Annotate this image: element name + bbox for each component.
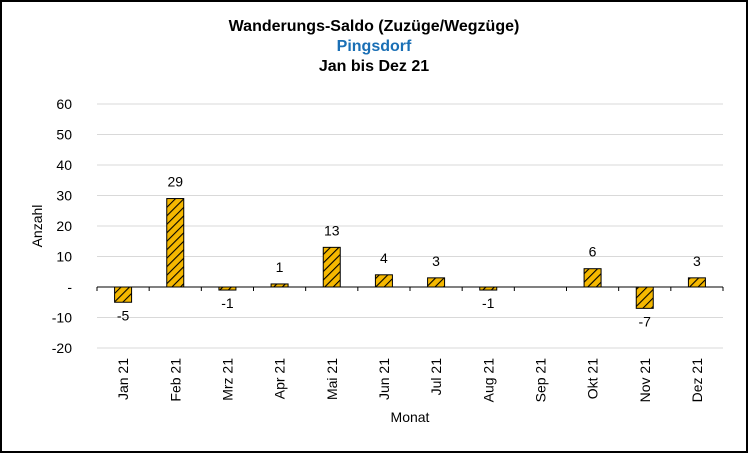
x-tick-label: Sep 21 bbox=[532, 358, 548, 403]
bar bbox=[687, 277, 706, 288]
y-tick-label: -20 bbox=[52, 340, 72, 356]
bar bbox=[322, 246, 341, 288]
bar bbox=[114, 286, 133, 303]
y-tick-label: 60 bbox=[56, 96, 72, 112]
bars bbox=[114, 198, 706, 309]
data-label: -1 bbox=[482, 295, 495, 311]
data-label: 3 bbox=[693, 253, 701, 269]
x-tick-label: Feb 21 bbox=[167, 358, 183, 402]
data-label: 13 bbox=[324, 222, 340, 238]
x-tick-label: Jul 21 bbox=[428, 358, 444, 396]
x-tick-label: Jan 21 bbox=[115, 358, 131, 400]
bar bbox=[427, 277, 446, 288]
x-tick-label: Aug 21 bbox=[480, 358, 496, 403]
bar bbox=[583, 268, 602, 288]
x-tick-label: Apr 21 bbox=[272, 358, 288, 399]
x-tick-label: Okt 21 bbox=[585, 358, 601, 399]
x-tick-label: Dez 21 bbox=[689, 358, 705, 403]
bar bbox=[218, 286, 237, 291]
y-tick-label: 30 bbox=[56, 188, 72, 204]
data-label: -7 bbox=[639, 313, 652, 329]
y-tick-label: 50 bbox=[56, 127, 72, 143]
chart-title: Wanderungs-Saldo (Zuzüge/Wegzüge) bbox=[228, 18, 520, 35]
data-label: 6 bbox=[589, 244, 597, 260]
gridlines bbox=[97, 103, 723, 349]
y-tick-label: 10 bbox=[56, 249, 72, 265]
x-tick-label: Nov 21 bbox=[637, 358, 653, 403]
y-tick-label: 40 bbox=[56, 157, 72, 173]
chart-subtitle: Pingsdorf bbox=[336, 38, 412, 55]
x-tick-label: Jun 21 bbox=[376, 358, 392, 400]
data-labels: -5 29 -1 1 13 4 3 -1 6 -7 3 bbox=[117, 174, 701, 330]
data-label: -1 bbox=[221, 295, 234, 311]
axes: 60 50 40 30 20 10 - -10 -20 Jan 21 Feb 21 Mrz 21 Apr… bbox=[52, 96, 724, 403]
data-label: 3 bbox=[432, 253, 440, 269]
bar bbox=[270, 283, 289, 288]
bar bbox=[479, 286, 498, 291]
bar bbox=[635, 286, 654, 309]
bar bbox=[166, 198, 185, 288]
data-label: 29 bbox=[167, 174, 183, 190]
bar bbox=[374, 274, 393, 288]
y-tick-label: 20 bbox=[56, 218, 72, 234]
x-axis-label: Monat bbox=[391, 409, 430, 425]
y-tick-label: -10 bbox=[52, 310, 72, 326]
data-label: 1 bbox=[276, 259, 284, 275]
chart-period: Jan bis Dez 21 bbox=[318, 58, 430, 75]
x-tick-label: Mai 21 bbox=[324, 358, 340, 400]
chart-title-block: Wanderungs-Saldo (Zuzüge/Wegzüge) Pingsd… bbox=[0, 17, 748, 77]
y-tick-label: - bbox=[67, 279, 72, 295]
x-tick-label: Mrz 21 bbox=[219, 358, 235, 401]
y-axis-label: Anzahl bbox=[29, 205, 45, 248]
data-label: 4 bbox=[380, 250, 388, 266]
data-label: -5 bbox=[117, 307, 130, 323]
